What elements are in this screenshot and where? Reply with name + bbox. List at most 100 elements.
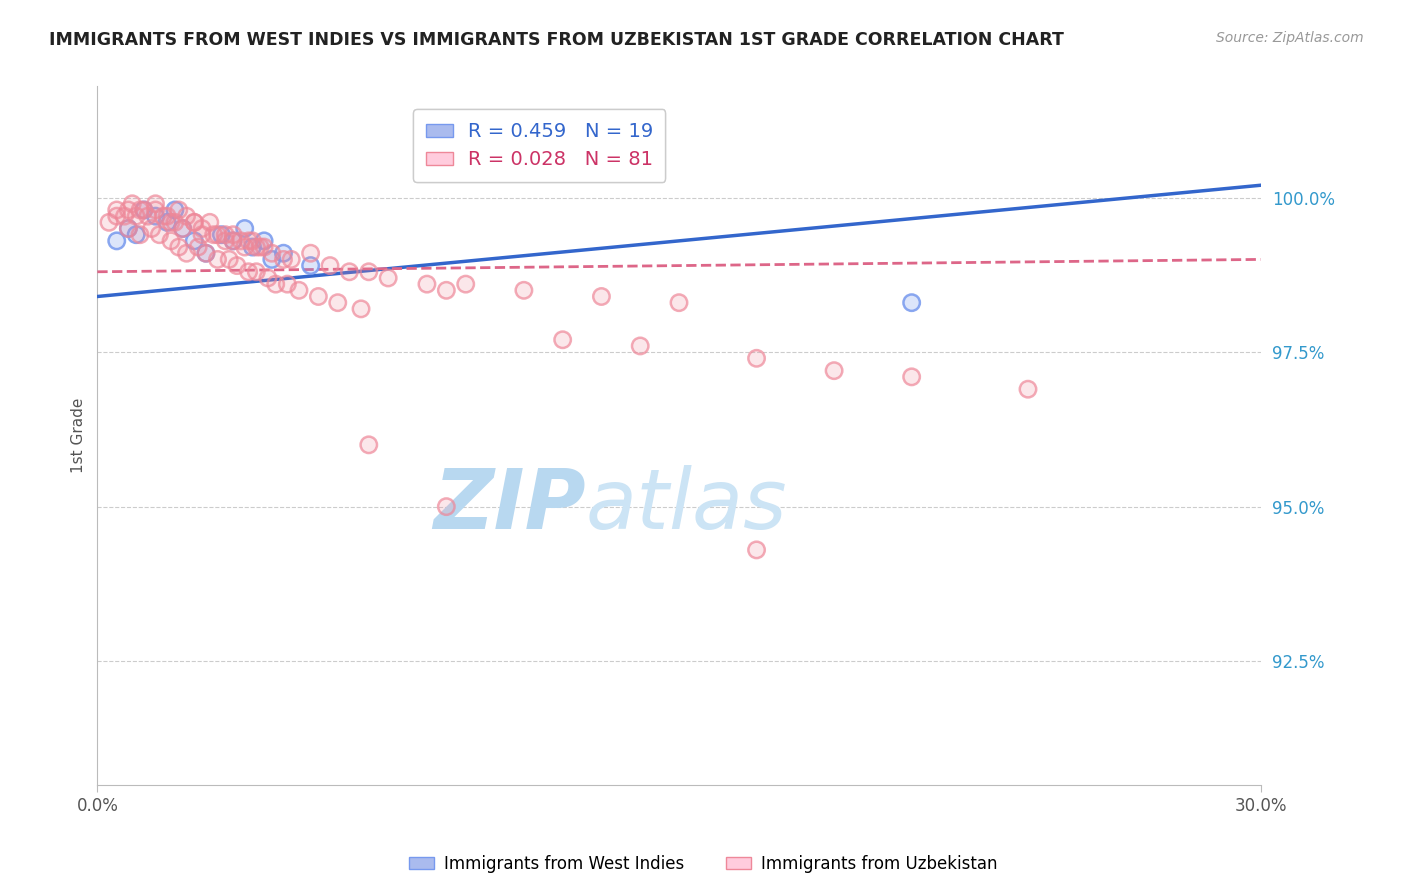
Point: [222, 234, 245, 248]
Point: [198, 215, 221, 229]
Point: [160, 215, 183, 229]
Text: atlas: atlas: [586, 465, 787, 546]
Point: [148, 227, 170, 242]
Point: [125, 227, 148, 242]
Point: [163, 215, 186, 229]
Point: [222, 227, 245, 242]
Point: [117, 202, 139, 217]
Point: [105, 234, 128, 248]
Point: [191, 227, 214, 242]
Point: [172, 221, 194, 235]
Point: [591, 289, 613, 303]
Point: [299, 246, 322, 260]
Point: [551, 333, 574, 347]
Point: [233, 240, 256, 254]
Point: [264, 277, 287, 292]
Point: [823, 364, 845, 378]
Point: [273, 246, 295, 260]
Point: [141, 221, 163, 235]
Point: [117, 202, 139, 217]
Point: [273, 252, 295, 267]
Point: [167, 240, 190, 254]
Point: [1017, 382, 1039, 396]
Point: [209, 227, 232, 242]
Point: [207, 252, 229, 267]
Point: [238, 265, 260, 279]
Point: [117, 221, 139, 235]
Point: [187, 240, 209, 254]
Point: [191, 227, 214, 242]
Point: [152, 209, 174, 223]
Point: [160, 215, 183, 229]
Point: [156, 209, 179, 223]
Point: [280, 252, 302, 267]
Point: [167, 240, 190, 254]
Point: [98, 215, 121, 229]
Point: [176, 209, 198, 223]
Point: [319, 259, 342, 273]
Point: [350, 301, 373, 316]
Point: [242, 234, 264, 248]
Point: [242, 234, 264, 248]
Point: [194, 246, 217, 260]
Point: [249, 240, 271, 254]
Point: [132, 202, 155, 217]
Point: [299, 259, 322, 273]
Point: [416, 277, 439, 292]
Point: [249, 240, 271, 254]
Point: [105, 234, 128, 248]
Point: [121, 196, 143, 211]
Point: [628, 339, 651, 353]
Point: [260, 246, 283, 260]
Point: [198, 215, 221, 229]
Point: [187, 240, 209, 254]
Point: [326, 295, 349, 310]
Point: [214, 227, 236, 242]
Point: [214, 234, 236, 248]
Point: [245, 240, 267, 254]
Point: [132, 202, 155, 217]
Point: [214, 227, 236, 242]
Point: [288, 283, 311, 297]
Point: [628, 339, 651, 353]
Point: [172, 221, 194, 235]
Point: [105, 209, 128, 223]
Point: [222, 234, 245, 248]
Point: [183, 215, 205, 229]
Point: [226, 259, 249, 273]
Point: [288, 283, 311, 297]
Point: [156, 215, 179, 229]
Point: [260, 252, 283, 267]
Point: [207, 227, 229, 242]
Point: [299, 246, 322, 260]
Point: [454, 277, 477, 292]
Point: [823, 364, 845, 378]
Point: [434, 500, 457, 514]
Y-axis label: 1st Grade: 1st Grade: [72, 398, 86, 474]
Point: [136, 209, 159, 223]
Point: [125, 227, 148, 242]
Point: [434, 500, 457, 514]
Point: [152, 209, 174, 223]
Point: [222, 234, 245, 248]
Point: [167, 202, 190, 217]
Point: [172, 221, 194, 235]
Point: [207, 252, 229, 267]
Point: [121, 196, 143, 211]
Point: [98, 215, 121, 229]
Point: [339, 265, 361, 279]
Point: [260, 252, 283, 267]
Point: [156, 215, 179, 229]
Point: [238, 265, 260, 279]
Point: [145, 209, 167, 223]
Point: [202, 227, 225, 242]
Point: [233, 221, 256, 235]
Point: [238, 234, 260, 248]
Point: [176, 246, 198, 260]
Point: [233, 221, 256, 235]
Point: [229, 234, 252, 248]
Point: [900, 295, 922, 310]
Point: [745, 351, 768, 366]
Point: [307, 289, 329, 303]
Point: [900, 295, 922, 310]
